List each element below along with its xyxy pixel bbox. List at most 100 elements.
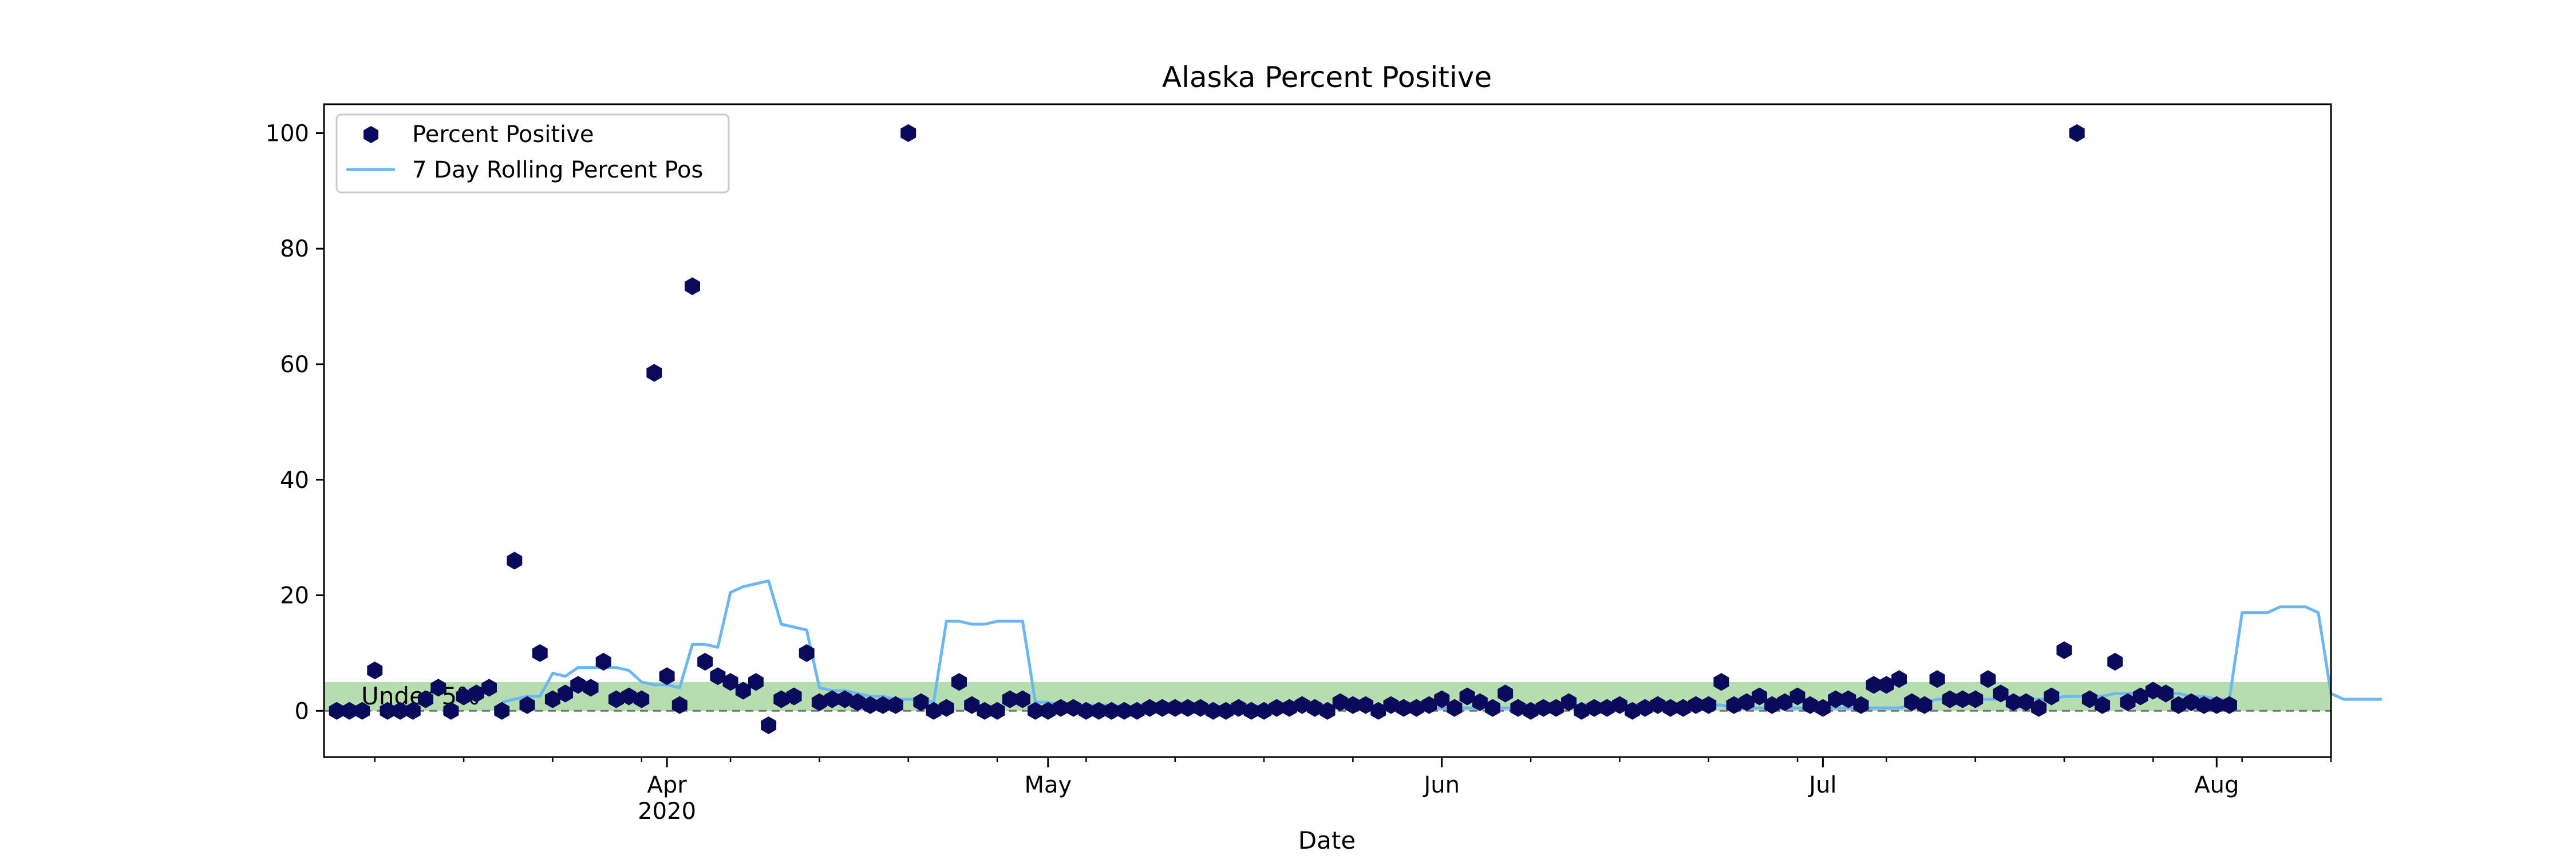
data-point: [1358, 696, 1374, 714]
x-tick-sublabel: 2020: [638, 798, 696, 825]
data-point: [2056, 641, 2072, 659]
data-point: [697, 652, 713, 671]
data-point: [646, 364, 662, 382]
x-tick-label: Aug: [2194, 772, 2239, 798]
data-point: [1713, 673, 1729, 691]
data-point: [722, 673, 738, 691]
data-point: [1485, 699, 1500, 717]
data-point: [481, 679, 497, 697]
data-point: [1459, 687, 1475, 706]
legend-label-percent-positive: Percent Positive: [412, 121, 594, 148]
data-point: [799, 644, 815, 662]
data-point: [748, 673, 764, 691]
data-point: [2081, 690, 2097, 708]
data-point: [1611, 696, 1627, 714]
y-tick-label: 0: [295, 698, 309, 724]
data-point: [1650, 696, 1666, 714]
data-point: [710, 667, 726, 685]
data-point: [634, 690, 650, 708]
data-point: [532, 644, 548, 662]
data-point: [2107, 652, 2123, 671]
x-tick-label: May: [1024, 772, 1072, 798]
data-point: [1294, 696, 1310, 714]
data-point: [1904, 693, 1920, 711]
data-point: [2183, 693, 2199, 711]
data-point: [1840, 690, 1856, 708]
data-point: [595, 652, 611, 671]
data-point: [2158, 684, 2174, 703]
data-point: [2031, 699, 2047, 717]
data-point: [964, 696, 980, 714]
y-axis: 0 20 40 60 80 100: [266, 120, 324, 724]
x-tick-label: Apr: [647, 772, 688, 798]
data-point: [761, 716, 777, 735]
x-tick-label: Jul: [1807, 772, 1836, 798]
data-point: [1231, 699, 1247, 717]
x-tick-label: Jun: [1422, 772, 1460, 798]
y-tick-label: 80: [280, 236, 309, 262]
data-point: [1789, 687, 1805, 706]
data-point: [443, 702, 459, 720]
plot-frame: [323, 103, 2332, 758]
data-point: [671, 696, 688, 714]
data-point: [1447, 699, 1463, 717]
data-point: [1967, 690, 1984, 708]
data-point: [1929, 670, 1945, 688]
legend-box: [335, 113, 730, 194]
data-point: [2044, 687, 2060, 706]
data-point: [1383, 696, 1399, 714]
data-point: [1891, 670, 1907, 688]
data-point: [951, 673, 967, 691]
data-point: [1980, 670, 1996, 688]
data-point: [1561, 693, 1577, 711]
data-point: [519, 696, 535, 714]
data-point: [850, 693, 866, 711]
legend: Percent Positive 7 Day Rolling Percent P…: [335, 113, 730, 194]
data-point: [659, 667, 675, 685]
data-point: [583, 679, 599, 697]
data-point: [989, 702, 1005, 720]
data-point: [1752, 687, 1767, 706]
data-point: [1307, 699, 1323, 717]
data-point: [2018, 693, 2034, 711]
data-point: [1510, 699, 1526, 717]
data-point: [786, 687, 802, 706]
data-point: [621, 687, 637, 706]
data-point: [1802, 696, 1818, 714]
data-point: [1434, 690, 1450, 708]
x-axis-title: Date: [1298, 826, 1356, 854]
data-point: [430, 679, 447, 697]
data-point: [1853, 696, 1869, 714]
data-point: [1917, 696, 1933, 714]
data-point: [900, 124, 916, 142]
y-tick-label: 20: [280, 583, 309, 609]
data-point: [405, 702, 421, 720]
data-point: [354, 702, 370, 720]
data-point: [507, 551, 523, 570]
data-point: [685, 277, 700, 295]
y-tick-label: 60: [280, 352, 309, 378]
data-point: [1472, 693, 1488, 711]
data-point: [913, 693, 929, 711]
data-point: [570, 676, 586, 694]
y-tick-label: 40: [280, 467, 309, 494]
data-point: [2145, 681, 2161, 700]
data-point: [1498, 684, 1514, 703]
data-point: [1192, 699, 1208, 717]
data-point: [888, 696, 903, 714]
data-point: [418, 690, 433, 708]
data-point: [2095, 696, 2111, 714]
chart-title: Alaska Percent Positive: [1162, 61, 1492, 94]
data-point: [2069, 124, 2085, 142]
data-point: [1332, 693, 1348, 711]
data-point: [494, 702, 510, 720]
data-point: [938, 699, 954, 717]
legend-marker-percent-positive: [364, 126, 378, 143]
data-point: [837, 690, 853, 708]
data-point: [1701, 696, 1717, 714]
points-layer: [329, 124, 2237, 735]
data-point: [1065, 699, 1081, 717]
data-point: [367, 661, 383, 680]
